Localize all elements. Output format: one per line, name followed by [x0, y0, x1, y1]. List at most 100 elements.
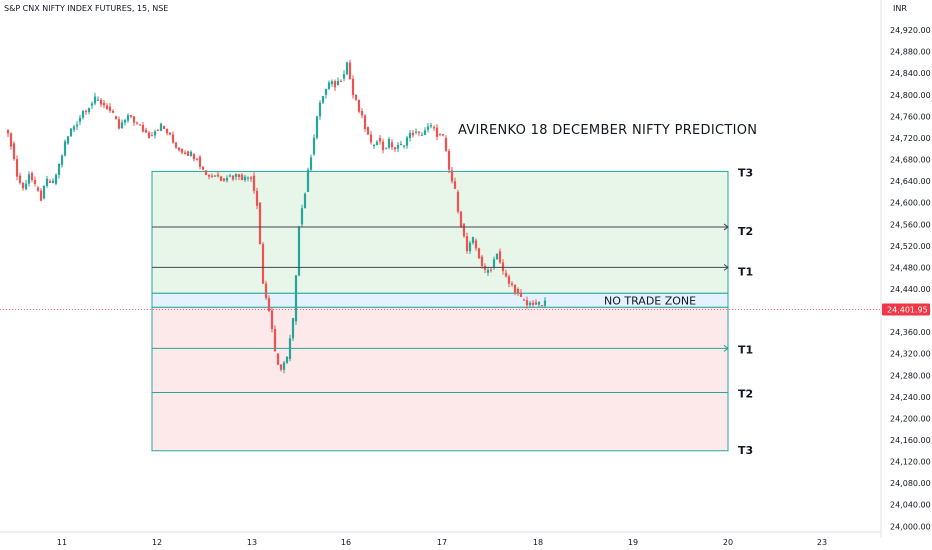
candle-body — [243, 176, 247, 180]
candle-body — [222, 178, 226, 181]
candle-body — [228, 175, 232, 177]
price-tick-label: 24,840.00 — [890, 69, 931, 78]
candle-body — [408, 132, 412, 138]
candle-body — [471, 237, 475, 243]
candle-body — [93, 96, 97, 104]
price-tick-label: 24,080.00 — [890, 479, 931, 488]
candle-body — [357, 99, 361, 112]
candle-body — [156, 129, 160, 131]
candle-body — [135, 122, 139, 124]
candle-body — [396, 145, 400, 149]
price-tick-label: 24,360.00 — [890, 328, 931, 337]
no-trade-zone-label: NO TRADE ZONE — [604, 294, 696, 307]
candle-body — [468, 242, 472, 252]
candle-body — [462, 224, 466, 237]
candle-body — [492, 259, 496, 268]
candle-body — [48, 181, 52, 183]
candle-body — [81, 111, 85, 118]
candle-body — [393, 147, 397, 150]
candle-body — [411, 132, 415, 136]
price-tick-label: 24,600.00 — [890, 199, 931, 208]
candle-body — [147, 132, 151, 138]
price-axis[interactable]: 24,920.00 24,880.00 24,840.00 24,800.00 24,7… — [882, 26, 931, 531]
candle-body — [165, 128, 169, 134]
candle-body — [195, 159, 199, 161]
candle-body — [480, 256, 484, 266]
candle-body — [204, 170, 208, 175]
candle-body — [324, 88, 328, 95]
candle-body — [516, 288, 520, 293]
candle-body — [219, 176, 223, 181]
zones-layer — [151, 170, 729, 452]
last-price-label: 24,401.95 — [887, 306, 928, 315]
candle-body — [519, 292, 523, 298]
candle-body — [177, 147, 181, 151]
candle-body — [429, 125, 433, 127]
candle-body — [39, 190, 43, 201]
candle-body — [27, 174, 31, 184]
candle-body — [513, 284, 517, 293]
candle-body — [183, 152, 187, 154]
price-tick-label: 24,520.00 — [890, 242, 931, 251]
time-tick-label: 20 — [723, 538, 733, 547]
target-zone — [151, 170, 729, 294]
candle-body — [129, 115, 133, 117]
candle-body — [123, 119, 127, 123]
price-tick-label: 24,440.00 — [890, 285, 931, 294]
time-axis[interactable]: 11 12 13 16 17 18 19 20 23 — [57, 538, 827, 547]
candle-body — [309, 157, 313, 170]
candle-body — [339, 80, 343, 83]
candle-body — [126, 115, 130, 121]
candle-body — [279, 364, 283, 370]
price-tick-label: 24,880.00 — [890, 48, 931, 57]
candle-body — [270, 310, 274, 329]
candle-body — [303, 193, 307, 209]
candle-body — [522, 299, 526, 301]
candle-body — [537, 301, 541, 305]
price-tick-label: 24,200.00 — [890, 414, 931, 423]
candle-body — [105, 105, 109, 109]
candle-body — [69, 128, 73, 137]
candle-body — [510, 283, 514, 285]
candle-body — [75, 124, 79, 127]
candle-body — [120, 122, 124, 129]
level-label-lower-t3: T3 — [738, 444, 753, 457]
currency-label[interactable]: INR — [893, 4, 907, 13]
candle-body — [234, 174, 238, 177]
candle-body — [330, 81, 334, 85]
candle-body — [456, 191, 460, 212]
candle-body — [117, 119, 121, 129]
candle-body — [423, 130, 427, 135]
candle-body — [171, 134, 175, 143]
candle-body — [33, 180, 37, 185]
candle-body — [87, 108, 91, 113]
candle-body — [138, 124, 142, 126]
time-tick-label: 12 — [152, 538, 162, 547]
candle-body — [450, 170, 454, 182]
candle-body — [42, 186, 46, 199]
candle-body — [57, 163, 61, 175]
candle-body — [291, 318, 295, 339]
candle-body — [534, 302, 538, 305]
candle-body — [387, 138, 391, 148]
symbol-title[interactable]: S&P CNX NIFTY INDEX FUTURES, 15, NSE — [4, 4, 169, 13]
candle-body — [198, 156, 202, 167]
price-tick-label: 24,720.00 — [890, 134, 931, 143]
candle-body — [528, 302, 532, 306]
candle-body — [315, 116, 319, 138]
candle-body — [72, 126, 76, 130]
level-label-upper-t2: T2 — [738, 225, 753, 238]
candle-body — [240, 174, 244, 180]
candle-body — [525, 300, 529, 306]
price-tick-label: 24,560.00 — [890, 220, 931, 229]
candle-body — [375, 141, 379, 145]
price-tick-label: 24,480.00 — [890, 263, 931, 272]
annotation-layer: AVIRENKO 18 DECEMBER NIFTY PREDICTION NO … — [0, 123, 881, 457]
candle-body — [150, 135, 154, 137]
time-tick-label: 23 — [817, 538, 827, 547]
time-tick-label: 19 — [628, 538, 638, 547]
candle-body — [435, 127, 439, 137]
candle-body — [378, 137, 382, 142]
